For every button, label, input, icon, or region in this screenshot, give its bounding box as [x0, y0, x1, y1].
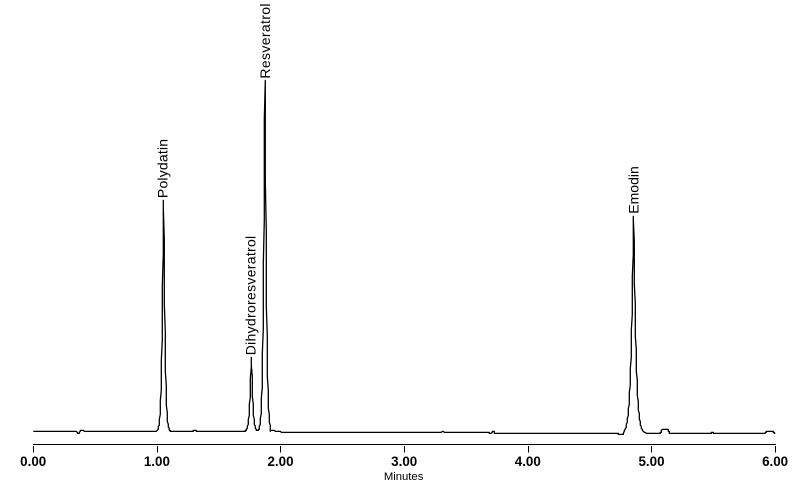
svg-text:Resveratrol: Resveratrol — [257, 3, 273, 78]
svg-text:2.00: 2.00 — [267, 454, 293, 469]
svg-text:1.00: 1.00 — [144, 454, 170, 469]
svg-text:5.00: 5.00 — [638, 454, 664, 469]
svg-text:3.00: 3.00 — [391, 454, 417, 469]
svg-text:4.00: 4.00 — [515, 454, 541, 469]
svg-text:0.00: 0.00 — [20, 454, 46, 469]
svg-text:Polydatin: Polydatin — [155, 139, 171, 198]
svg-text:Minutes: Minutes — [384, 471, 424, 483]
svg-text:Dihydroresveratrol: Dihydroresveratrol — [242, 236, 258, 356]
svg-text:Emodin: Emodin — [626, 166, 642, 213]
svg-text:6.00: 6.00 — [762, 454, 788, 469]
